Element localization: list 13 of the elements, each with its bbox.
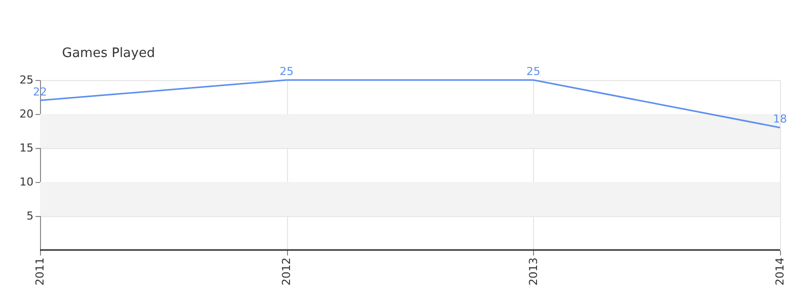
y-tick-label: 5 (26, 210, 34, 222)
data-label: 18 (773, 112, 787, 126)
y-tick-label: 10 (20, 176, 34, 188)
data-label: 25 (280, 65, 294, 78)
x-tick-label: 2014 (774, 258, 786, 286)
x-tick-label: 2012 (280, 258, 294, 286)
y-tick-label: 20 (20, 108, 34, 120)
y-tick-label: 15 (20, 142, 34, 154)
x-tick-label: 2011 (34, 258, 46, 286)
data-label: 25 (526, 65, 540, 78)
x-tick-label: 2013 (526, 258, 540, 286)
chart-title: Games Played (62, 46, 155, 61)
y-tick-label: 25 (20, 74, 34, 86)
